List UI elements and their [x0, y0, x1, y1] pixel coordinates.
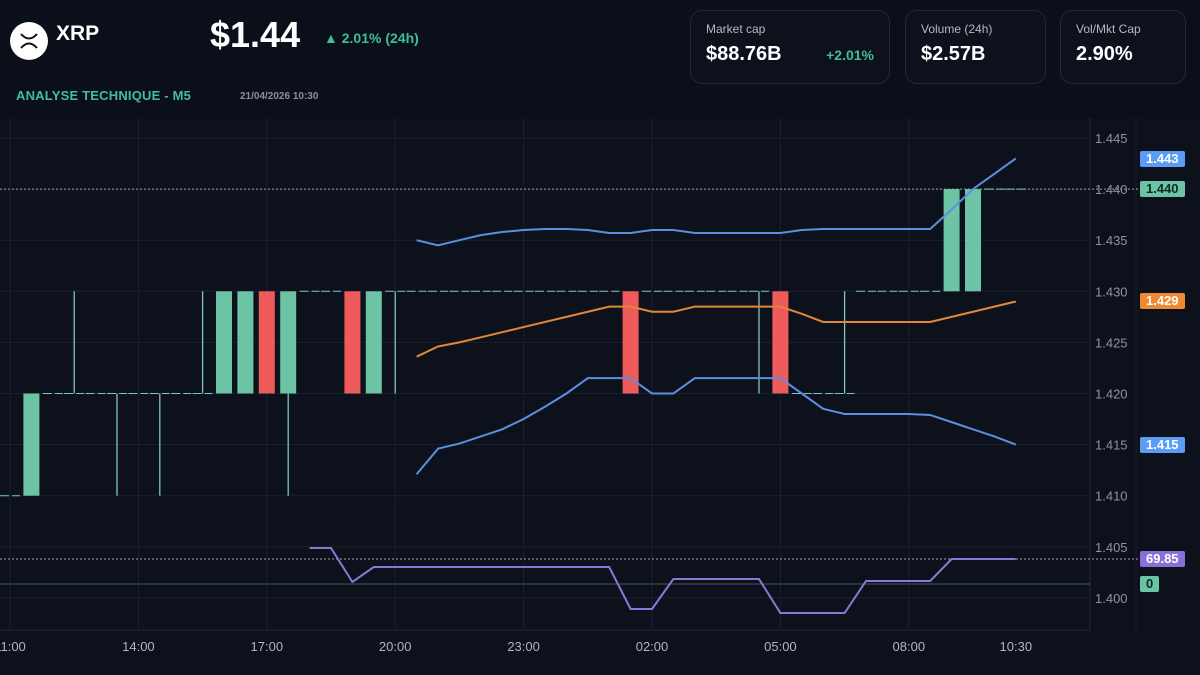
oscillator-line	[309, 547, 1016, 614]
oscillator-tag: 69.85	[1140, 551, 1185, 567]
x-tick-label: 05:00	[764, 639, 797, 654]
x-tick-label: 10:30	[1000, 639, 1033, 654]
y-tick-label: 1.405	[1095, 540, 1128, 555]
candle	[258, 291, 275, 394]
y-tick-label: 1.415	[1095, 438, 1128, 453]
candle	[943, 189, 960, 292]
section-title: ANALYSE TECHNIQUE - M5	[16, 88, 192, 103]
x-tick-label: 14:00	[122, 639, 155, 654]
middle-band-tag: 1.429	[1140, 293, 1185, 309]
xrp-logo-icon	[10, 22, 48, 60]
x-tick-label: 23:00	[507, 639, 540, 654]
x-tick-label: 20:00	[379, 639, 412, 654]
stat-value: 2.90%	[1076, 43, 1133, 65]
candle	[237, 291, 254, 394]
y-tick-label: 1.425	[1095, 335, 1128, 350]
market-cap-card: Market cap $88.76B +2.01%	[690, 10, 890, 84]
upper-band-tag: 1.443	[1140, 151, 1185, 167]
y-tick-label: 1.445	[1095, 131, 1128, 146]
symbol: XRP	[56, 22, 100, 45]
candle	[385, 290, 406, 394]
candle	[64, 291, 85, 394]
timestamp: 21/04/2026 10:30	[240, 91, 319, 102]
candle-body	[365, 291, 382, 394]
current-price: $1.44	[210, 14, 301, 55]
candle-body	[258, 291, 275, 394]
candle	[965, 189, 981, 292]
candle-body	[965, 189, 981, 292]
candle	[344, 291, 361, 394]
candle	[23, 393, 40, 496]
candle	[216, 291, 232, 394]
x-tick-label: 17:00	[251, 639, 284, 654]
stat-label: Market cap	[706, 22, 766, 36]
y-tick-label: 1.440	[1095, 182, 1128, 197]
x-tick-label: 02:00	[636, 639, 669, 654]
vol-mkt-cap-card: Vol/Mkt Cap 2.90%	[1060, 10, 1186, 84]
y-tick-label: 1.410	[1095, 489, 1128, 504]
candle	[772, 291, 789, 394]
candle	[149, 393, 170, 496]
candle	[192, 291, 213, 394]
chart-background	[0, 118, 1200, 675]
bollinger-middle-line	[416, 300, 1017, 358]
candle	[622, 291, 639, 394]
candle-body	[237, 291, 254, 394]
candle	[107, 393, 127, 496]
stat-value: $2.57B	[921, 43, 986, 65]
lower-band-tag: 1.415	[1140, 437, 1185, 453]
last-price-tag: 1.440	[1140, 181, 1185, 197]
x-tick-label: 08:00	[893, 639, 926, 654]
candle	[834, 291, 855, 394]
y-tick-label: 1.420	[1095, 387, 1128, 402]
candle-body	[622, 291, 639, 394]
candle-body	[772, 291, 789, 394]
y-tick-label: 1.400	[1095, 591, 1128, 606]
stat-label: Vol/Mkt Cap	[1076, 22, 1141, 36]
bollinger-upper-line	[416, 157, 1017, 247]
stat-change: +2.01%	[826, 47, 874, 63]
stat-value: $88.76B	[706, 43, 782, 65]
candle-body	[943, 189, 960, 292]
candle-body	[23, 393, 40, 496]
candle-body	[280, 291, 297, 394]
price-change: ▲ 2.01% (24h)	[324, 30, 419, 46]
candle-body	[344, 291, 361, 394]
price-chart[interactable]: 1.445 1.440 1.435 1.430 1.425 1.420 1.415 1.410…	[0, 118, 1200, 675]
bollinger-lower-line	[415, 377, 1017, 475]
x-tick-label: 11:00	[0, 639, 26, 654]
candle	[749, 290, 769, 394]
candle	[365, 291, 382, 394]
candle	[280, 291, 297, 496]
zero-tag: 0	[1140, 576, 1160, 592]
y-tick-label: 1.430	[1095, 284, 1128, 299]
volume-card: Volume (24h) $2.57B	[905, 10, 1046, 84]
stat-label: Volume (24h)	[921, 22, 993, 36]
candle-body	[216, 291, 232, 394]
y-tick-label: 1.435	[1095, 233, 1128, 248]
